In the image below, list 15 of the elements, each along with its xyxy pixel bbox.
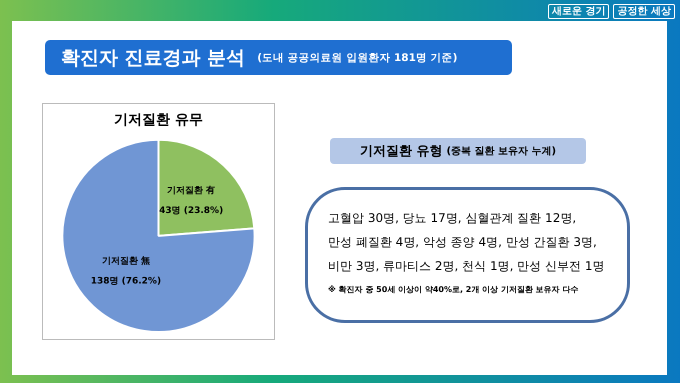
- text: (중복 질환 보유자 누계): [446, 145, 556, 158]
- text: 비만 3명, 류마티스 2명, 천식 1명, 만성 신부전 1명: [328, 258, 606, 275]
- chart-title: 기저질환 유무: [114, 112, 203, 128]
- text: 확진자 진료경과 분석: [61, 46, 246, 70]
- slice-label: 기저질환 有: [167, 184, 216, 196]
- slice-label: 기저질환 無: [102, 256, 150, 267]
- text: ※ 확진자 중 50세 이상이 약40%로, 2개 이상 기저질환 보유자 다수: [328, 284, 580, 295]
- text: 만성 폐질환 4명, 악성 종양 4명, 만성 간질환 3명,: [328, 234, 598, 251]
- text: 공정한 세상: [613, 4, 675, 19]
- text: 기저질환 유형: [360, 143, 442, 160]
- text: 새로운 경기: [548, 4, 610, 19]
- text: (도내 공공의료원 입원환자 181명 기준): [257, 50, 458, 64]
- text: 고혈압 30명, 당뇨 17명, 심혈관계 질환 12명,: [328, 210, 578, 227]
- data-label: 43명 (23.8%): [159, 206, 224, 216]
- data-label: 138명 (76.2%): [90, 276, 162, 287]
